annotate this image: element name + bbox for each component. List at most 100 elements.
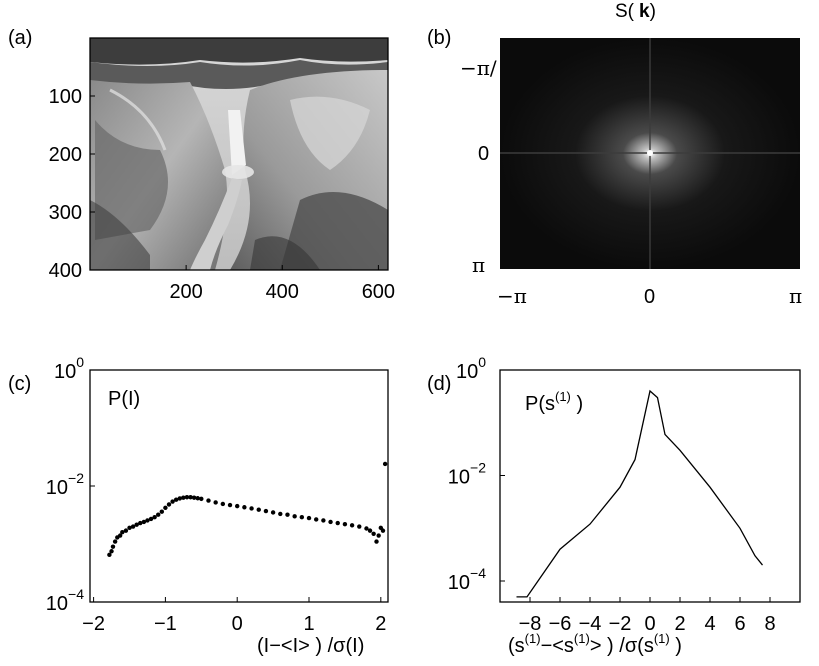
- panel-c-point: [335, 520, 340, 526]
- panel-c-data-points: [107, 461, 388, 558]
- panel-d-ytick-label: 10−2: [448, 460, 486, 489]
- panel-c-point: [313, 517, 319, 522]
- panel-d-annotation-close: ): [571, 393, 583, 415]
- panel-c-point: [134, 522, 139, 527]
- panel-d-annotation-base: P(s: [525, 393, 555, 415]
- panel-b-title-close: ): [650, 1, 656, 22]
- panel-c-point: [321, 518, 326, 523]
- panel-b-title: S(k): [615, 1, 656, 22]
- panel-c-point: [376, 533, 381, 538]
- panel-c-x-ticks: −2 −1 0 1 2: [82, 597, 386, 635]
- panel-d-xlabel-part-6: ): [670, 635, 682, 657]
- panel-b-x-left: −π: [497, 284, 527, 308]
- panel-c-point: [357, 524, 362, 529]
- panel-c-point: [170, 499, 175, 504]
- panel-d-xlabel-part-5: (1): [654, 631, 670, 646]
- panel-c-point: [278, 511, 283, 517]
- panel-d-xlabel: (s(1)−<s(1)> ) /σ(s(1) ): [508, 631, 682, 657]
- panel-c-point: [220, 501, 226, 507]
- panel-a-tag: (a): [8, 27, 32, 49]
- panel-c-point: [256, 507, 261, 512]
- panel-c-point: [342, 521, 348, 527]
- panel-d-annotation: P(s(1) ): [525, 389, 583, 415]
- panel-c-point: [191, 495, 197, 500]
- panel-c-point: [349, 523, 355, 528]
- panel-c-xtick-label: −1: [154, 613, 177, 635]
- panel-c-annotation: P(I): [108, 388, 140, 410]
- panel-b-title-bold: k: [639, 1, 650, 22]
- panel-c-point: [364, 526, 369, 531]
- panel-c-point: [107, 552, 112, 558]
- panel-c-point: [156, 512, 161, 517]
- panel-b-x-mid: 0: [644, 286, 655, 308]
- panel-c-point: [328, 519, 333, 525]
- panel-b-y-bot: π: [472, 253, 485, 277]
- panel-d-xtick-label: 2: [674, 613, 685, 635]
- panel-a-xtick-label: 200: [169, 281, 202, 303]
- panel-b-title-main: S(: [615, 1, 635, 22]
- panel-c-point: [117, 533, 123, 538]
- panel-c-point: [181, 495, 186, 500]
- panel-d-xtick-label: −2: [609, 613, 632, 635]
- spectrum-image: [500, 38, 800, 269]
- panel-c-point: [199, 496, 204, 502]
- panel-d-annotation-sup: (1): [555, 389, 571, 404]
- panel-c-point: [127, 525, 132, 531]
- panel-c: (c) P(I) 100 10−2 10−4 −2 −1 0 1 2 (I−<I> ) /σ…: [8, 354, 389, 657]
- panel-d-xlabel-part-0: (s: [508, 635, 525, 657]
- panel-c-point: [188, 495, 193, 500]
- panel-c-point: [112, 539, 118, 544]
- panel-c-point: [380, 528, 386, 533]
- panel-c-point: [123, 528, 129, 533]
- panel-c-point: [109, 549, 114, 554]
- panel-c-point: [163, 505, 168, 511]
- panel-c-ytick-label: 100: [54, 354, 84, 383]
- panel-c-point: [235, 503, 240, 509]
- panel-d-xlabel-part-4: > ) /σ(s: [590, 635, 654, 657]
- panel-c-point: [206, 498, 211, 503]
- panel-c-point: [159, 509, 165, 514]
- panel-d-xtick-label: 0: [644, 613, 655, 635]
- panel-b-tag: (b): [427, 27, 451, 49]
- panel-d-xtick-label: −6: [549, 613, 572, 635]
- panel-a-ytick-label: 300: [49, 202, 82, 224]
- panel-c-point: [227, 502, 233, 508]
- panel-c-point: [242, 505, 247, 510]
- panel-b-x-right: π: [789, 284, 802, 308]
- panel-c-point: [371, 531, 376, 536]
- panel-c-point: [138, 520, 143, 526]
- panel-c-point: [148, 516, 154, 522]
- panel-c-point: [213, 500, 218, 505]
- panel-d-ytick-label: 100: [456, 354, 486, 383]
- panel-a-x-ticks: 200 400 600: [169, 265, 395, 303]
- panel-d-series-line: [516, 389, 764, 598]
- panel-c-tag: (c): [8, 373, 31, 395]
- panel-c-point: [145, 518, 150, 523]
- panel-c-xtick-label: 0: [232, 613, 243, 635]
- panel-c-point: [306, 515, 312, 521]
- panel-c-point: [152, 514, 157, 520]
- panel-c-point: [382, 461, 388, 467]
- panel-d-tag: (d): [427, 373, 451, 395]
- panel-c-ytick-label: 10−2: [46, 470, 84, 499]
- panel-a-xtick-label: 400: [266, 281, 299, 303]
- panel-d-xlabel-part-3: (1): [574, 631, 590, 646]
- panel-d-xlabel-part-2: −<s: [541, 635, 574, 657]
- panel-c-point: [299, 514, 305, 520]
- panel-d-y-ticks: 100 10−2 10−4: [448, 354, 505, 594]
- panel-c-point: [374, 539, 379, 544]
- panel-c-point: [249, 506, 254, 511]
- panel-b: (b) S(k) −π/ 0 π −π 0 π: [427, 1, 802, 308]
- panel-c-xlabel: (I−<I> ) /σ(I): [257, 635, 364, 657]
- panel-a-ytick-label: 100: [49, 86, 82, 108]
- panel-d-xtick-label: 6: [734, 613, 745, 635]
- panel-c-point: [263, 508, 269, 514]
- panel-c-point: [177, 496, 182, 501]
- panel-d-ytick-label: 10−4: [448, 565, 486, 594]
- panel-a-ytick-label: 400: [49, 260, 82, 282]
- panel-b-y-top: −π/: [460, 56, 497, 80]
- panel-c-xtick-label: −2: [82, 613, 105, 635]
- panel-a-y-ticks: 100 200 300 400: [49, 86, 95, 282]
